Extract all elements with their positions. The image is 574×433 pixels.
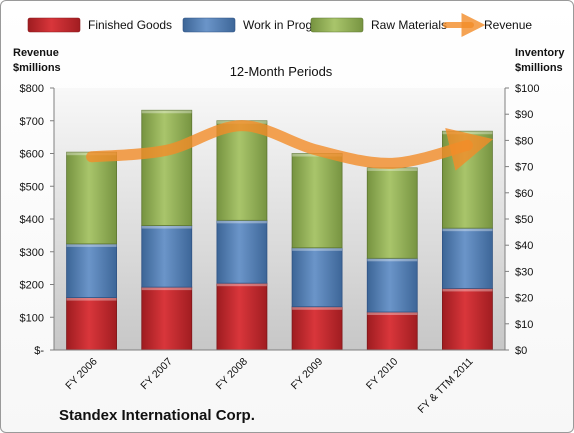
legend-label-raw-materials: Raw Materials bbox=[371, 18, 447, 32]
right-axis-tick-label: $50 bbox=[515, 214, 533, 226]
right-axis-tick-label: $100 bbox=[515, 83, 539, 95]
category-label: FY 2008 bbox=[214, 356, 251, 393]
legend-label-revenue: Revenue bbox=[484, 18, 532, 32]
bar-finished-goods-top-highlight bbox=[141, 287, 192, 291]
bar-raw-materials-top-highlight bbox=[141, 110, 192, 114]
left-axis-tick-label: $800 bbox=[20, 83, 44, 95]
chart-title: 12-Month Periods bbox=[230, 64, 333, 79]
legend-item-raw-materials: Raw Materials bbox=[310, 17, 447, 33]
right-axis-title-line1: Inventory bbox=[515, 47, 565, 59]
bar-finished-goods-top-highlight bbox=[442, 288, 493, 292]
left-axis: $- $100 $200 $300 $400 $500 $600 $700 $800 bbox=[20, 83, 55, 357]
bar-raw-materials bbox=[66, 151, 117, 245]
left-axis-tick-label: $400 bbox=[20, 214, 44, 226]
legend-item-finished-goods: Finished Goods bbox=[27, 17, 172, 33]
bar-finished-goods bbox=[366, 311, 418, 351]
right-axis-tick-label: $40 bbox=[515, 240, 533, 252]
left-axis-tick-label: $700 bbox=[20, 116, 44, 128]
left-axis-tick-label: $500 bbox=[20, 181, 44, 193]
category-label: FY 2009 bbox=[289, 356, 326, 393]
bar-work-in-progress bbox=[442, 227, 493, 289]
bar-work-in-progress-top-highlight bbox=[141, 225, 192, 229]
left-axis-tick-label: $- bbox=[34, 345, 44, 357]
category-label: FY & TTM 2011 bbox=[415, 356, 475, 416]
bar-work-in-progress-top-highlight bbox=[442, 228, 493, 232]
bar-work-in-progress-top-highlight bbox=[66, 243, 117, 247]
bar-work-in-progress-top-highlight bbox=[367, 258, 418, 262]
right-axis-tick-label: $0 bbox=[515, 345, 527, 357]
bar-work-in-progress-top-highlight bbox=[216, 220, 267, 224]
right-axis-tick-label: $80 bbox=[515, 135, 533, 147]
bar-raw-materials bbox=[366, 167, 418, 259]
right-axis-tick-label: $90 bbox=[515, 109, 533, 121]
revenue-line bbox=[86, 120, 494, 171]
bar-work-in-progress bbox=[366, 257, 418, 313]
bar-finished-goods bbox=[442, 288, 493, 351]
bar-work-in-progress bbox=[141, 225, 193, 288]
right-axis-tick-label: $10 bbox=[515, 319, 533, 331]
right-axis: $0 $10 $20 $30 $40 $50 $60 $70 $80 $90 $100 bbox=[504, 83, 539, 357]
category-label: FY 2010 bbox=[364, 356, 401, 393]
category-label: FY 2006 bbox=[63, 356, 100, 393]
bar-finished-goods bbox=[291, 306, 343, 351]
bar-work-in-progress bbox=[216, 219, 268, 284]
legend-label-finished-goods: Finished Goods bbox=[88, 18, 172, 32]
bar-finished-goods-top-highlight bbox=[367, 312, 418, 316]
bar-work-in-progress bbox=[291, 247, 343, 308]
category-label: FY 2007 bbox=[138, 356, 175, 393]
revenue-line-series bbox=[86, 120, 494, 171]
bar-finished-goods bbox=[141, 286, 193, 351]
left-axis-tick-label: $100 bbox=[20, 312, 44, 324]
legend: Finished Goods Work in Progress Raw Mate… bbox=[27, 13, 532, 37]
right-axis-tick-label: $30 bbox=[515, 266, 533, 278]
bar-work-in-progress bbox=[66, 243, 117, 298]
left-axis-title-line2: $millions bbox=[13, 62, 61, 74]
bar-work-in-progress-top-highlight bbox=[292, 247, 343, 251]
bar-raw-materials bbox=[141, 109, 193, 226]
right-axis-tick-label: $60 bbox=[515, 188, 533, 200]
right-axis-title-line2: $millions bbox=[515, 62, 563, 74]
bar-finished-goods-top-highlight bbox=[66, 297, 117, 301]
right-axis-tick-label: $70 bbox=[515, 162, 533, 174]
bar-raw-materials bbox=[216, 120, 268, 221]
bar-finished-goods bbox=[66, 297, 117, 351]
bar-finished-goods-top-highlight bbox=[216, 283, 267, 287]
left-axis-tick-label: $200 bbox=[20, 280, 44, 292]
left-axis-title-line1: Revenue bbox=[13, 47, 59, 59]
bar-raw-materials-top-highlight bbox=[442, 131, 493, 135]
left-axis-tick-label: $300 bbox=[20, 247, 44, 259]
left-axis-tick-label: $600 bbox=[20, 149, 44, 161]
bar-finished-goods-top-highlight bbox=[292, 306, 343, 310]
bar-finished-goods bbox=[216, 282, 268, 351]
right-axis-tick-label: $20 bbox=[515, 293, 533, 305]
plot-area bbox=[54, 88, 505, 350]
bar-raw-materials bbox=[291, 153, 343, 249]
bar-raw-materials-top-highlight bbox=[367, 167, 418, 171]
legend-item-revenue: Revenue bbox=[443, 13, 532, 37]
company-name: Standex International Corp. bbox=[59, 407, 255, 424]
